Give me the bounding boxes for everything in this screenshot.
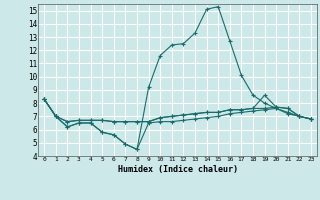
X-axis label: Humidex (Indice chaleur): Humidex (Indice chaleur) <box>118 165 238 174</box>
